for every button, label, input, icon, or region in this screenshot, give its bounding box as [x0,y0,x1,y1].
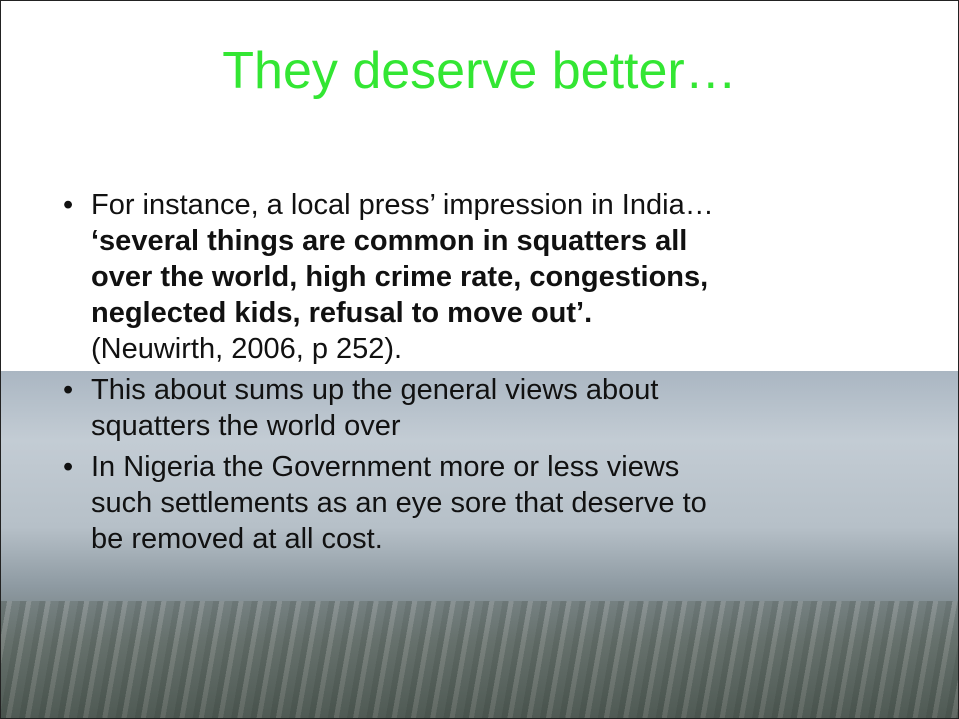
bullet-line: such settlements as an eye sore that des… [91,485,943,521]
slide-title: They deserve better… [1,41,958,101]
slide: They deserve better… • For instance, a lo… [0,0,959,719]
bullet: • This about sums up the general views ab… [63,372,943,444]
bullet-dot: • [63,372,73,408]
bullet-dot: • [63,187,73,223]
bullet-line: over the world, high crime rate, congest… [91,259,943,295]
city-ground [1,601,958,718]
bullet-dot: • [63,449,73,485]
bullet: • For instance, a local press’ impression… [63,187,943,367]
bullet-line: This about sums up the general views abo… [91,372,943,408]
bullet-line: In Nigeria the Government more or less v… [91,449,943,485]
bullet-line: squatters the world over [91,408,943,444]
bullet-list: • For instance, a local press’ impression… [63,187,943,562]
bullet-line: ‘several things are common in squatters … [91,223,943,259]
bullet-line: For instance, a local press’ impression … [91,187,943,223]
bullet-line: be removed at all cost. [91,521,943,557]
bullet-line: neglected kids, refusal to move out’. [91,295,943,331]
bullet-line: (Neuwirth, 2006, p 252). [91,331,943,367]
page: They deserve better… • For instance, a lo… [0,0,959,719]
bullet: • In Nigeria the Government more or less … [63,449,943,557]
